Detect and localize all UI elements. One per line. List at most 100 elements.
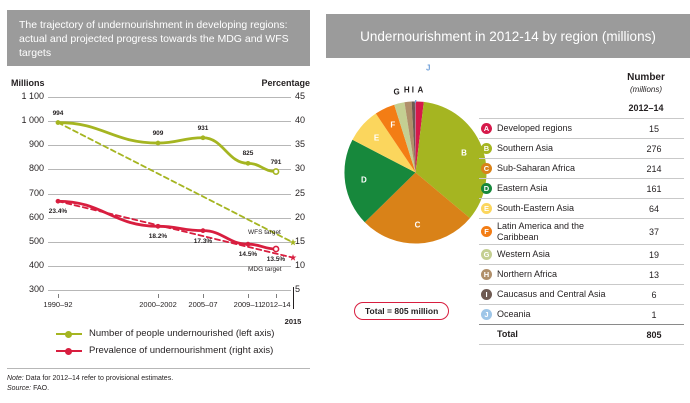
legend-label: Prevalence of undernourishment (right ax… [89,345,274,356]
footer-divider [7,368,310,369]
table-row[interactable]: C Sub-Saharan Africa 214 [479,158,684,178]
region-name: Caucasus and Central Asia [497,289,606,300]
region-value: 6 [651,289,657,300]
left-panel: The trajectory of undernourishment in de… [0,0,320,403]
region-value: 161 [646,183,662,194]
gridline [48,241,291,243]
pie-slice[interactable] [352,113,416,173]
left-panel-title: The trajectory of undernourishment in de… [7,10,310,66]
region-value: 19 [648,249,659,260]
series-line [56,121,278,173]
pie-chart-svg [344,100,487,244]
table-row[interactable]: D Eastern Asia 161 [479,178,684,198]
table-body: A Developed regions 15 B Southern Asia 276 C Su… [479,118,684,345]
note-line: Note: Data for 2012–14 refer to provisio… [7,375,173,382]
pie-slice[interactable] [344,139,416,223]
table-row[interactable]: F Latin America and the Caribbean 37 [479,218,684,244]
pie-slice[interactable] [411,101,416,173]
source-text: FAO. [31,385,50,392]
table-total-row: Total 805 [479,324,684,344]
region-marker-j: J [481,309,492,320]
target-label: MDG target [248,265,282,273]
legend-item: Number of people undernourished (left ax… [56,325,274,342]
region-value: 13 [648,269,659,280]
region-marker-a: A [481,123,492,134]
note-prefix: Note: [7,375,24,382]
y2-tick-label: 35 [295,139,306,150]
x-tick [203,294,204,298]
region-value: 214 [646,163,662,174]
table-row[interactable]: A Developed regions 15 [479,118,684,138]
gridline [48,97,291,98]
table-row[interactable]: J Oceania 1 [479,304,684,324]
y-tick-label: 800 [28,163,44,174]
y-tick-label: 500 [28,235,44,246]
data-point [200,135,206,141]
table-row[interactable]: I Caucasus and Central Asia 6 [479,284,684,304]
region-marker-f: F [481,226,492,237]
pie-slice[interactable] [414,101,416,173]
table-row[interactable]: B Southern Asia 276 [479,138,684,158]
region-value: 276 [646,143,662,154]
pie-slice-label: A [417,85,424,95]
total-spacer [481,329,492,340]
region-value: 1 [651,309,657,320]
year-marker-label: 2015 [284,317,302,326]
y2-tick-label: 40 [295,115,306,126]
y2-tick-label: 10 [295,259,306,270]
pie-slice-label: J [426,63,431,73]
region-marker-g: G [481,249,492,260]
target-marker [289,254,297,261]
total-value: 805 [646,329,662,340]
source-line: Source: FAO. [7,385,49,392]
legend-item: Prevalence of undernourishment (right ax… [56,342,274,359]
data-point-label: 18.2% [148,233,168,241]
table-bottom-rule [479,344,684,345]
y-tick-label: 300 [28,284,44,294]
right-axis-title: Percentage [261,78,310,88]
data-point-endpoint [272,168,280,175]
data-point [245,160,251,166]
region-name: Sub-Saharan Africa [497,163,576,174]
target-marker [289,238,297,246]
y-tick-label: 700 [28,187,44,198]
pie-total-badge: Total = 805 million [354,302,450,320]
x-tick [248,294,249,298]
y2-tick-label: 5 [295,284,301,294]
line-series-svg [55,120,297,261]
pie-slice[interactable] [364,172,470,244]
data-point-label: 931 [197,124,209,132]
x-tick-label: 1990–92 [43,300,73,309]
region-marker-b: B [481,143,492,154]
legend-swatch-red [56,346,82,356]
series-line [56,199,278,251]
pie-slice[interactable] [404,101,416,173]
total-label: Total [497,329,518,340]
table-header-unit: (millions) [630,85,662,94]
y-tick-label: 1 100 [21,91,44,101]
pie-slice[interactable] [415,101,424,173]
source-prefix: Source: [7,385,32,392]
legend-swatch-green [56,329,82,339]
table-row[interactable]: G Western Asia 19 [479,244,684,264]
x-tick-label: 2005–07 [188,300,218,309]
left-axis-title: Millions [11,78,45,88]
region-table: Number (millions) 2012–14 A Developed reg… [479,72,684,345]
pie-slice[interactable] [375,104,416,173]
y2-tick-label: 25 [295,187,306,198]
table-header-number: Number [627,72,665,83]
right-panel-title: Undernourishment in 2012-14 by region (m… [326,14,690,58]
table-row[interactable]: H Northern Africa 13 [479,264,684,284]
y-tick-label: 1 000 [21,115,44,126]
y2-tick-label: 45 [295,91,306,101]
pie-slice[interactable] [415,101,487,219]
region-name: Eastern Asia [497,183,548,194]
y2-tick-label: 20 [295,211,306,222]
pie-slice[interactable] [394,102,416,173]
table-row[interactable]: E South-Eastern Asia 64 [479,198,684,218]
data-point-label: 13.5% [266,255,286,263]
year-marker-line [293,287,294,309]
gridline [48,217,291,219]
data-point-label: 17.3% [193,237,213,245]
